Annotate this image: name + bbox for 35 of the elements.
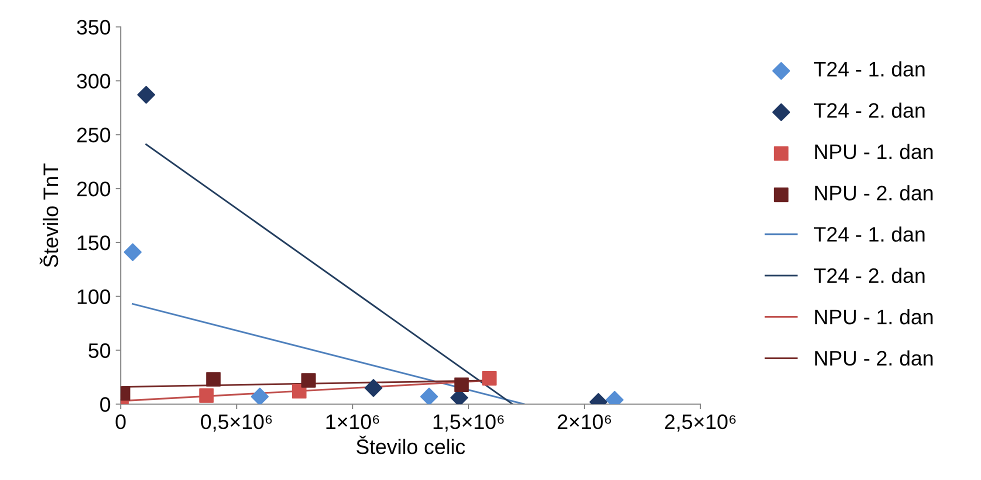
- legend-label: T24 - 2. dan: [814, 268, 924, 284]
- legend-label: T24 - 1. dan: [814, 61, 924, 77]
- point: [206, 372, 221, 387]
- y-axis-title: Število TnT: [40, 164, 58, 268]
- point: [364, 379, 382, 397]
- x-axis-title: Število celic: [356, 436, 465, 454]
- legend-label: T24 - 2. dan: [814, 102, 924, 118]
- y-tick-label: 0: [100, 397, 110, 412]
- x-tick-label: 0,5×10⁶: [200, 414, 272, 432]
- x-tick-label: 1×10⁶: [326, 414, 380, 430]
- point: [454, 377, 469, 392]
- y-tick-label: 100: [78, 289, 110, 304]
- x-tick-label: 1,5×10⁶: [434, 414, 504, 432]
- y-tick-label: 150: [78, 235, 110, 250]
- x-tick-label: 2×10⁶: [558, 414, 611, 430]
- y-tick-label: 350: [76, 20, 110, 35]
- y-tick-label: 250: [77, 128, 110, 142]
- point: [250, 388, 269, 404]
- legend-label: NPU - 1. dan: [815, 144, 933, 160]
- y-tick-label: 300: [76, 74, 110, 89]
- legend-label: NPU - 2. dan: [815, 350, 933, 366]
- point: [301, 373, 316, 388]
- point: [124, 243, 142, 262]
- legend-label: NPU - 1. dan: [815, 309, 933, 324]
- point: [199, 388, 214, 403]
- point: [482, 371, 497, 386]
- x-tick-label: 2,5×10⁶: [665, 414, 736, 432]
- x-tick-label: 0: [116, 414, 126, 430]
- y-tick-label: 200: [77, 182, 110, 196]
- point: [137, 86, 156, 104]
- y-tick-label: 50: [88, 343, 110, 358]
- legend-label: NPU - 2. dan: [815, 185, 933, 200]
- point: [420, 388, 438, 404]
- point: [292, 384, 307, 399]
- legend-label: T24 - 1. dan: [814, 226, 924, 242]
